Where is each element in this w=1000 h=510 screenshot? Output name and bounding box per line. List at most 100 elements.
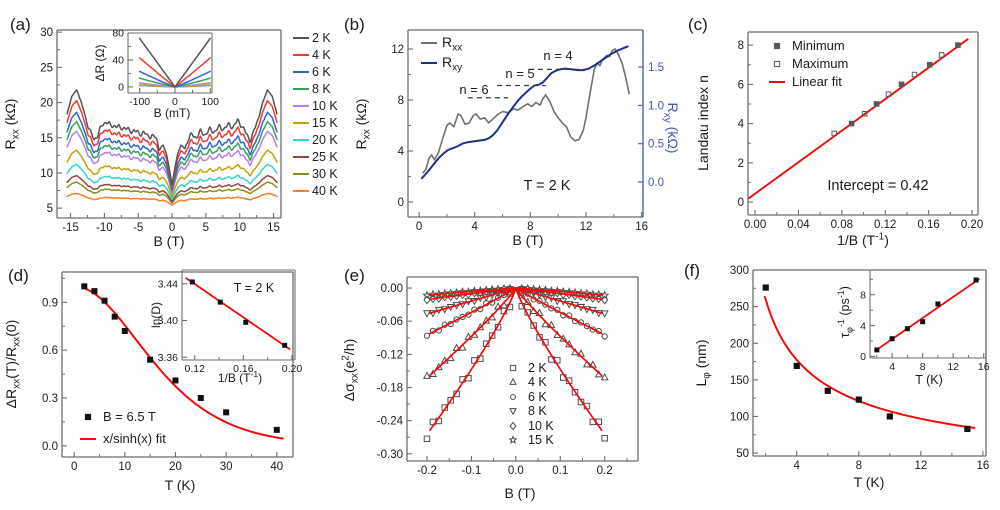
square-marker: [935, 301, 941, 307]
x-tick-label: 30: [220, 461, 233, 473]
legend-label: Rxy: [442, 54, 463, 74]
legend-label: Minimum: [792, 38, 845, 53]
x-tick-label: 0.16: [233, 363, 254, 375]
x-tick-label: 4: [889, 361, 895, 373]
legend-label: B = 6.5 T: [103, 409, 156, 424]
x-tick-label: 0.00: [744, 219, 766, 231]
legend-label: 15 K: [312, 116, 338, 130]
legend-label: 8 K: [312, 82, 331, 96]
star-marker: [600, 290, 610, 300]
legend-label: 30 K: [312, 167, 338, 181]
x-tick-label: 8: [856, 460, 862, 472]
square-marker: [824, 387, 831, 394]
star-marker: [508, 435, 518, 444]
square-marker: [223, 409, 230, 416]
x-axis-label: 1/B (T-1): [218, 369, 262, 385]
legend-label: 15 K: [528, 433, 554, 447]
square-marker: [172, 377, 179, 384]
square-marker: [920, 319, 926, 325]
x-tick-label: 0: [416, 221, 422, 233]
right-tick-label: 0.0: [648, 177, 664, 189]
square-marker: [848, 120, 855, 127]
star-marker: [594, 289, 604, 299]
right-axis-label: Rxy (kΩ): [661, 103, 681, 154]
square-marker: [886, 413, 893, 420]
x-tick-label: 0: [169, 222, 175, 234]
panel-f: 4 8 12 16 50 100 150 200 250 300 T (K) Lφ (nm) (f): [684, 261, 989, 490]
panel-d: 0 10 20 30 40 0.0 0.3 0.6 0.9 T (K) ΔRxx(T)/Rxx(0)…: [3, 266, 294, 493]
circle-marker: [583, 322, 591, 330]
x-tick-label: -10: [96, 222, 113, 234]
annotation-text: n = 6: [459, 82, 488, 97]
legend-label: 2 K: [312, 31, 331, 45]
square-marker: [273, 426, 280, 433]
circle-marker: [459, 313, 466, 320]
square-marker: [861, 110, 868, 117]
x-axis-label: T (K): [165, 477, 196, 493]
triangle-down-marker: [600, 310, 609, 318]
square-marker: [973, 277, 979, 283]
y-tick-label: 25: [40, 62, 53, 74]
x-tick-label: 20: [169, 461, 182, 473]
y-axis-label: ln(D): [149, 302, 163, 328]
square-marker: [217, 299, 223, 305]
panel-d-series: [81, 283, 284, 440]
y-tick-label: 300: [730, 265, 749, 277]
y-tick-label: 150: [730, 375, 749, 387]
x-tick-label: 4: [794, 460, 801, 472]
square-marker: [530, 322, 537, 329]
legend-label: 8 K: [528, 404, 547, 418]
y-tick-label: 6: [738, 79, 744, 91]
legend-label: 25 K: [312, 150, 338, 164]
y-tick-label: 200: [730, 338, 749, 350]
panel-tag: (f): [684, 261, 700, 280]
square-marker: [447, 397, 454, 404]
y-axis-label: τφ-1 (ps-1): [836, 286, 854, 338]
x-tick-label: 0.20: [961, 219, 983, 231]
series-2 K: [138, 37, 211, 88]
annotation-text: n = 4: [543, 48, 572, 63]
square-marker: [773, 60, 781, 68]
x-axis-label: T (K): [854, 474, 885, 490]
panel-tag: (a): [10, 15, 31, 34]
triangle-up-marker: [509, 377, 517, 385]
series-HLN fit 15 K: [429, 287, 603, 296]
triangle-up-marker: [600, 372, 609, 381]
star-marker: [564, 287, 574, 297]
legend-label: 40 K: [312, 184, 338, 198]
x-tick-label: 100: [201, 96, 219, 108]
y-tick-label: 12: [391, 44, 404, 56]
x-axis-label: B (T): [504, 485, 535, 501]
x-tick-label: 10: [118, 461, 131, 473]
series-ln(D) data: [189, 279, 288, 348]
x-tick-label: 0.20: [282, 363, 303, 375]
panel-a-inset: -100 0 100 0 40 80 B (mT) ΔR (Ω): [93, 28, 219, 120]
x-tick-label: 0.1: [552, 465, 568, 477]
y-tick-label: 0.3: [42, 393, 58, 405]
legend-label: 6 K: [528, 390, 547, 404]
square-marker: [911, 71, 918, 78]
x-tick-label: 16: [976, 460, 989, 472]
x-tick-label: 0.2: [597, 465, 613, 477]
series-25 K: [66, 174, 278, 203]
x-axis-label: B (T): [153, 233, 184, 249]
square-marker: [885, 91, 892, 97]
square-marker: [488, 332, 496, 339]
square-marker: [509, 364, 517, 372]
square-marker: [955, 42, 961, 48]
series-4 K: [138, 57, 211, 88]
square-marker: [282, 342, 288, 348]
square-marker: [601, 434, 608, 442]
panel-tag: (d): [8, 266, 29, 285]
square-marker: [84, 413, 92, 421]
x-tick-label: 12: [914, 460, 927, 472]
series-8 K: [66, 121, 278, 192]
panel-tag: (c): [688, 15, 708, 34]
square-marker: [831, 130, 838, 137]
y-axis-label: ΔRxx(T)/Rxx(0): [3, 320, 23, 409]
triangle-down-marker: [422, 310, 432, 318]
y-tick-label: 40: [112, 55, 124, 67]
y-tick-label: 0.00: [381, 283, 403, 295]
